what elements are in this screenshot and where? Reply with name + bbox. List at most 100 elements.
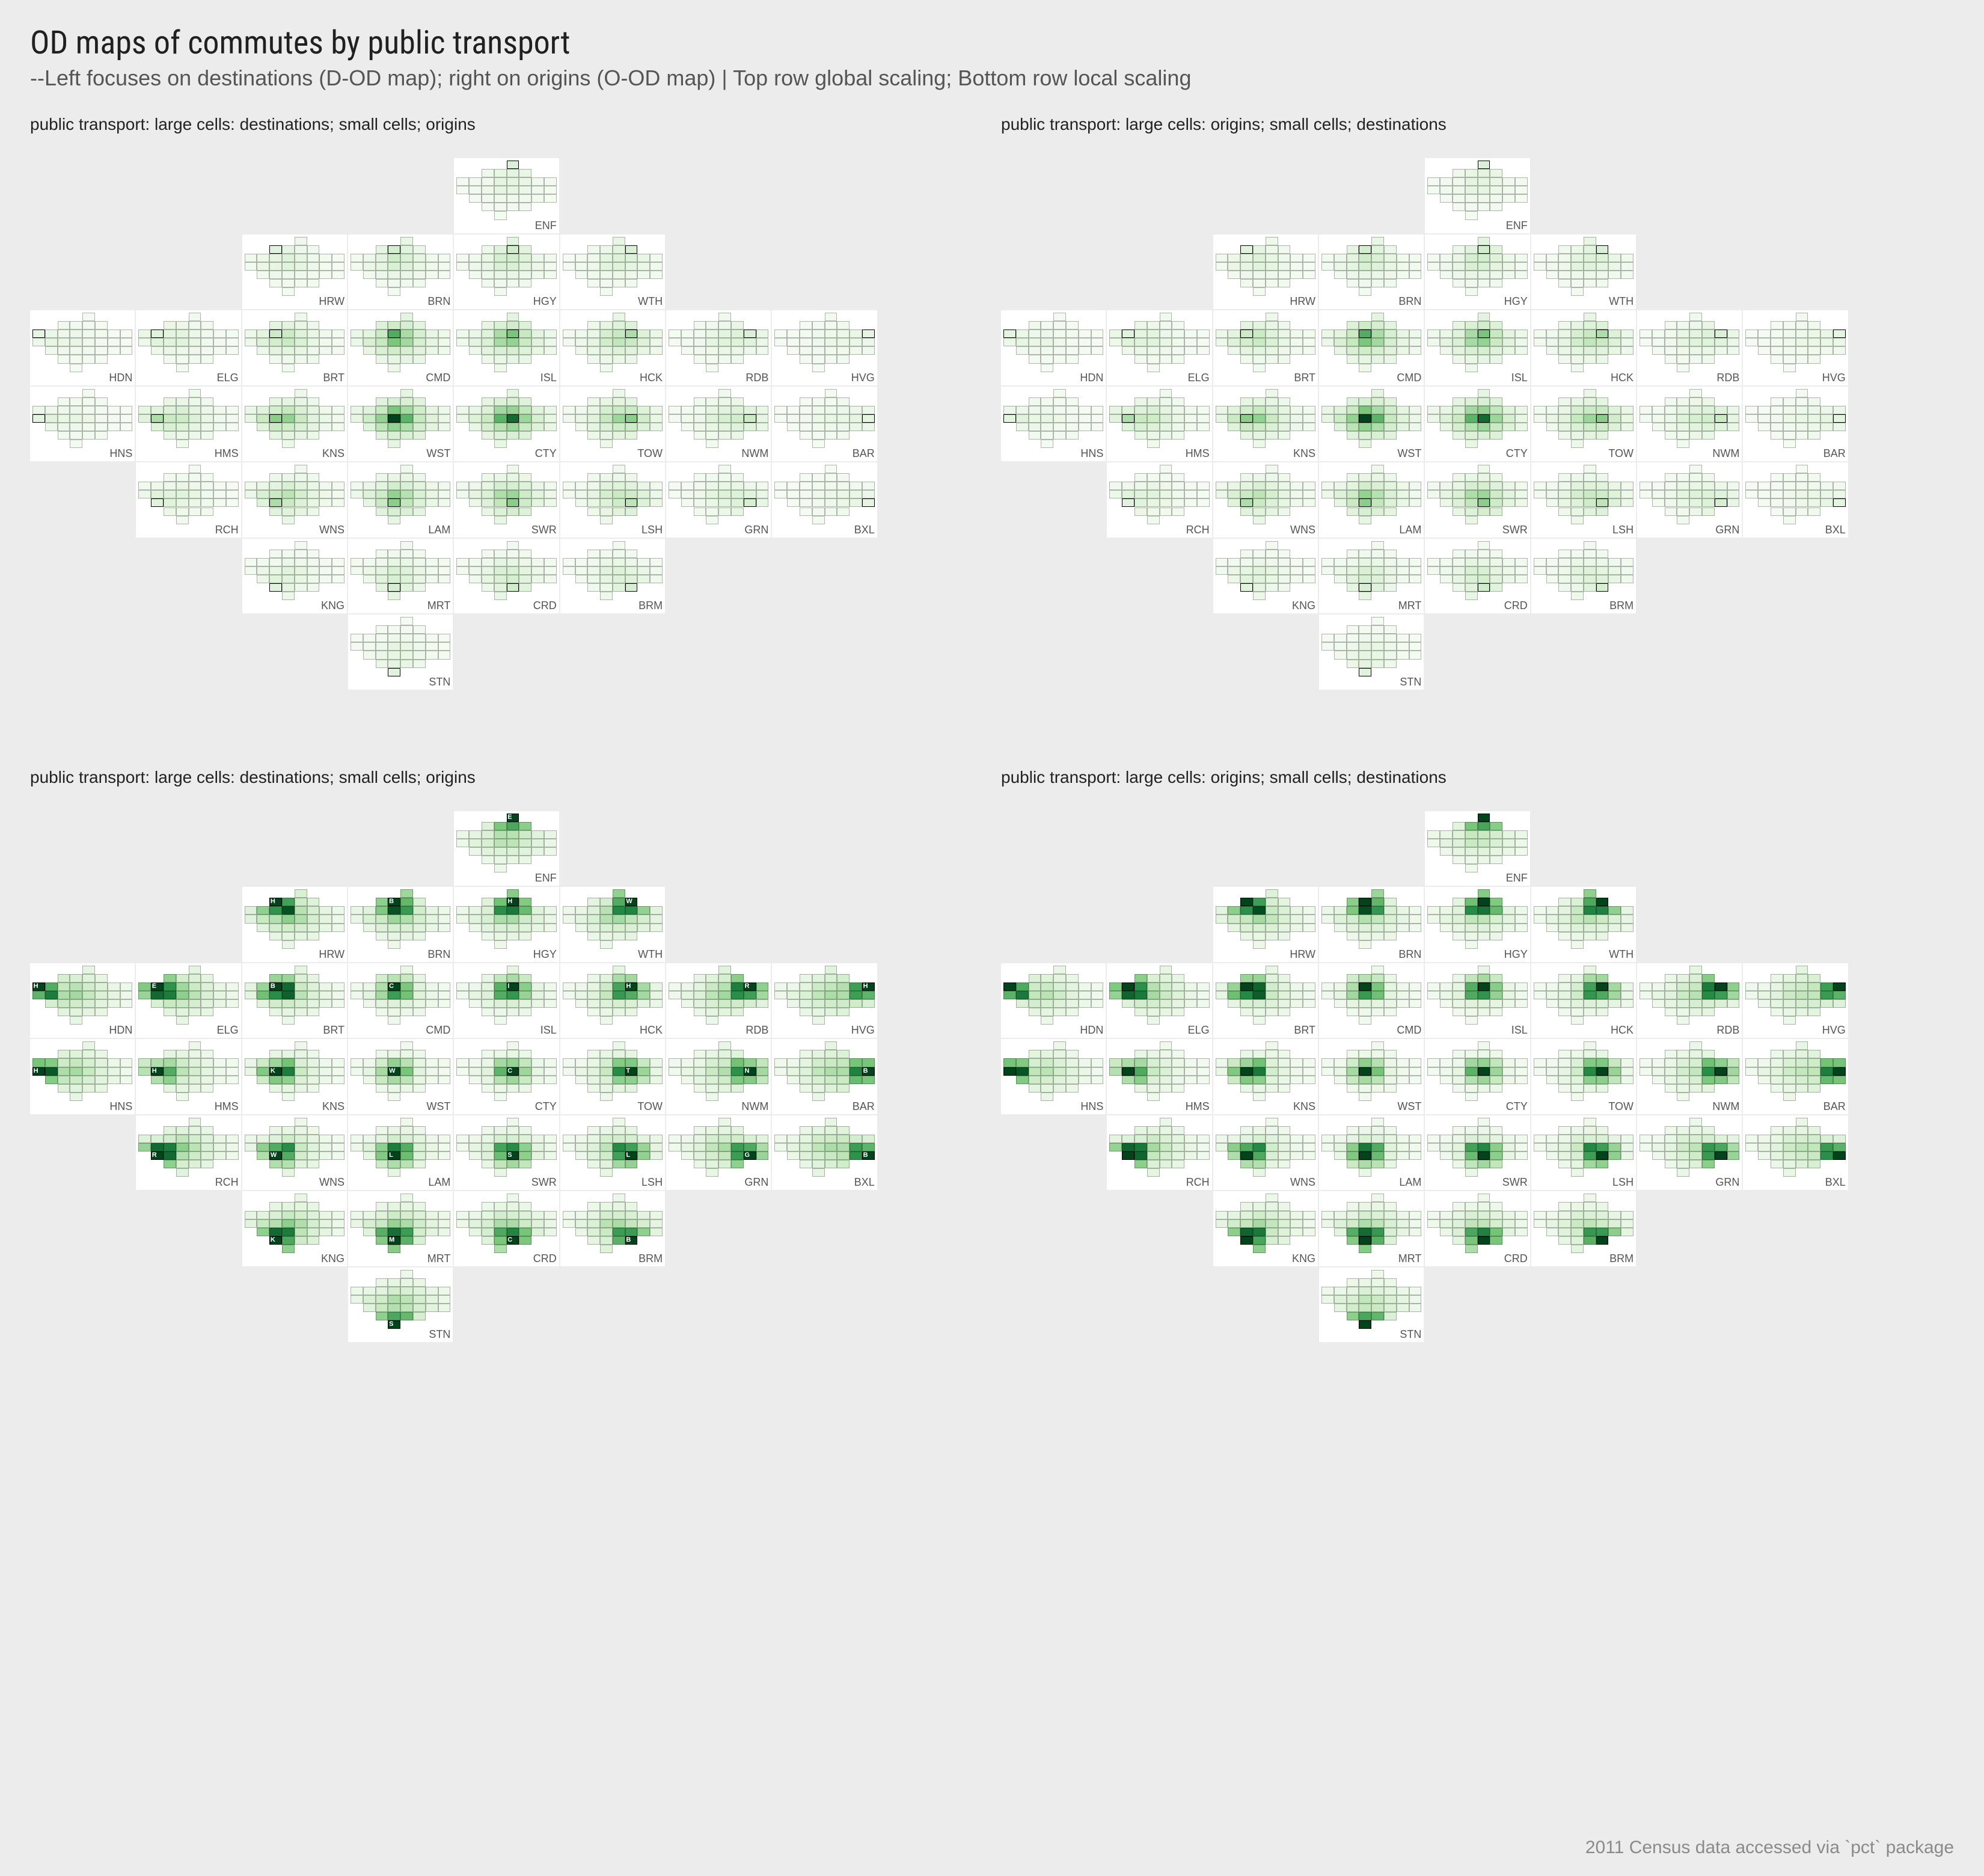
micro-cell [1702, 1135, 1715, 1143]
micro-cell [1796, 991, 1808, 999]
micro-cell [1596, 1151, 1609, 1160]
micro-cell [95, 999, 108, 1008]
micro-cell [744, 1135, 756, 1143]
micro-cell [1266, 974, 1278, 982]
micro-cell [1240, 1067, 1253, 1076]
micro-cell [1134, 498, 1147, 507]
micro-cell [1278, 982, 1291, 991]
micro-cell [1278, 1076, 1291, 1084]
micro-cell [507, 186, 519, 194]
micro-cell [507, 1084, 519, 1093]
micro-cell [706, 414, 718, 423]
micro-cell [1240, 1151, 1253, 1160]
micro-cell [1808, 473, 1820, 482]
micro-cell [1347, 1295, 1359, 1304]
micro-cell [613, 346, 625, 355]
micro-cell [388, 1084, 400, 1093]
macro-cell: STN [348, 615, 453, 690]
micro-cell [1689, 1084, 1702, 1093]
micro-cell [1228, 991, 1240, 999]
micro-cell [494, 1093, 507, 1101]
micro-cell [1290, 406, 1303, 414]
micro-cell [388, 1211, 400, 1219]
micro-cell [1596, 321, 1609, 330]
micro-cell [1490, 507, 1502, 516]
micro-cell [575, 1058, 588, 1067]
micro-cell [587, 254, 600, 262]
micro-cell [1147, 364, 1160, 372]
micro-cell [1727, 423, 1740, 431]
micro-cell [295, 473, 307, 482]
micro-cell [1278, 558, 1291, 566]
micro-cell [363, 642, 376, 651]
micro-cell [226, 1143, 239, 1151]
micro-cell [850, 338, 862, 346]
micro-cell [1359, 1135, 1371, 1143]
micro-cell [1134, 338, 1147, 346]
micro-cell [1266, 245, 1278, 254]
micro-cell [1571, 254, 1584, 262]
micro-cell [307, 406, 320, 414]
micro-cell [426, 999, 438, 1008]
micro-cell [731, 1151, 744, 1160]
micro-cell [718, 1135, 731, 1143]
micro-cell [245, 254, 257, 262]
micro-cell [482, 321, 494, 330]
micro-cell [613, 558, 625, 566]
micro-cell [706, 490, 718, 498]
micro-cell [1160, 1118, 1172, 1126]
micro-cell [1665, 355, 1677, 363]
micro-cell [650, 490, 663, 498]
micro-cell [1253, 1058, 1266, 1067]
micro-cell [1371, 1135, 1384, 1143]
micro-cell [1359, 1211, 1371, 1219]
micro-cell [1771, 473, 1783, 482]
micro-cell [1321, 1135, 1334, 1143]
micro-cell [120, 423, 133, 431]
micro-cell [70, 440, 82, 448]
micro-cell [400, 1143, 413, 1151]
micro-cell [1490, 1135, 1502, 1143]
micro-cell [295, 237, 307, 245]
micro-cell [1228, 482, 1240, 490]
micro-cell [1371, 642, 1384, 651]
micro-cell [426, 1228, 438, 1236]
micro-cell [363, 1295, 376, 1304]
micro-cell [413, 915, 426, 923]
micro-cell [575, 406, 588, 414]
micro-cell [45, 414, 58, 423]
macro-cell: BRM [1531, 539, 1636, 614]
micro-cell [1347, 1143, 1359, 1151]
micro-cell [1571, 330, 1584, 338]
micro-cell [376, 932, 388, 940]
micro-cell [388, 651, 400, 659]
micro-cell [282, 1093, 295, 1101]
micro-cell [1621, 906, 1633, 915]
micro-cell [1640, 1067, 1652, 1076]
micro-cell [1347, 414, 1359, 423]
micro-cell [1134, 1160, 1147, 1168]
micro-cell [1702, 490, 1715, 498]
micro-cell [1147, 1143, 1160, 1151]
micro-cell [613, 498, 625, 507]
micro-cell [1266, 346, 1278, 355]
micro-cell [1808, 397, 1820, 406]
micro-cell [363, 406, 376, 414]
micro-cell [650, 1219, 663, 1228]
micro-cell [1427, 490, 1440, 498]
micro-cell [1334, 262, 1347, 271]
micro-cell [600, 279, 613, 287]
micro-cell [1184, 999, 1197, 1008]
micro-cell [1584, 974, 1596, 982]
micro-cell [426, 254, 438, 262]
micro-cell [1478, 203, 1490, 211]
micro-cell [1240, 550, 1253, 558]
micro-cell [1303, 906, 1315, 915]
micro-cell [295, 1076, 307, 1084]
micro-cell [1266, 1067, 1278, 1076]
micro-cell [1053, 346, 1066, 355]
micro-cell [1397, 642, 1409, 651]
micro-cell [295, 1211, 307, 1219]
micro-cell [1571, 482, 1584, 490]
micro-cell [1621, 924, 1633, 932]
